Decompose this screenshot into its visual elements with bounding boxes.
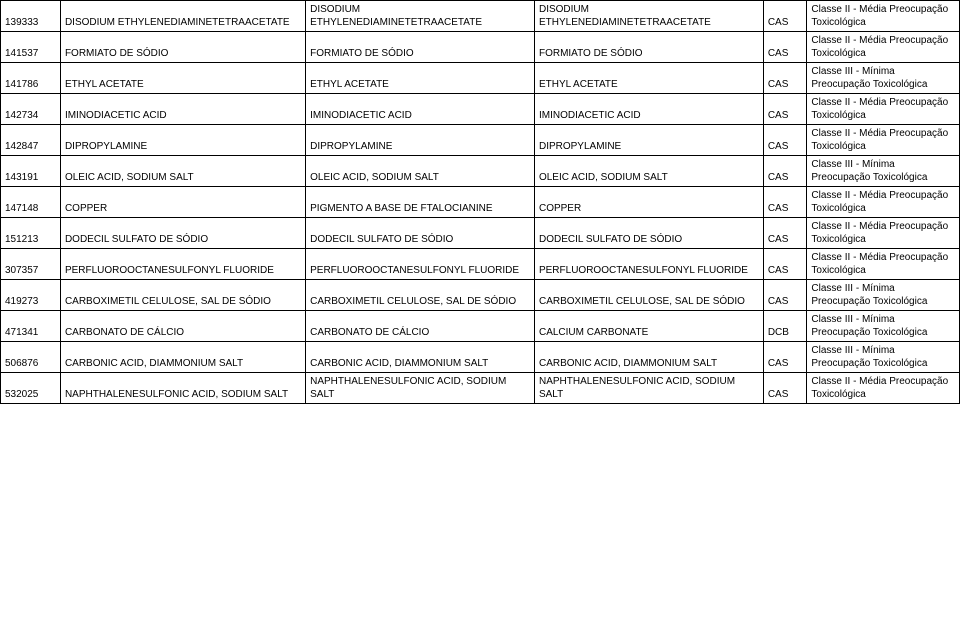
cell-class: Classe III - Mínima Preocupação Toxicoló… (807, 280, 960, 311)
cell-src: CAS (763, 94, 807, 125)
cell-src: CAS (763, 187, 807, 218)
cell-syn2: DISODIUM ETHYLENEDIAMINETETRAACETATE (534, 1, 763, 32)
cell-syn2: COPPER (534, 187, 763, 218)
cell-id: 141537 (1, 32, 61, 63)
cell-id: 151213 (1, 218, 61, 249)
cell-class: Classe III - Mínima Preocupação Toxicoló… (807, 63, 960, 94)
cell-class: Classe II - Média Preocupação Toxicológi… (807, 187, 960, 218)
cell-id: 143191 (1, 156, 61, 187)
cell-syn1: FORMIATO DE SÓDIO (306, 32, 535, 63)
cell-name: PERFLUOROOCTANESULFONYL FLUORIDE (60, 249, 305, 280)
table-row: 141786ETHYL ACETATEETHYL ACETATEETHYL AC… (1, 63, 960, 94)
cell-class: Classe II - Média Preocupação Toxicológi… (807, 125, 960, 156)
cell-syn1: CARBONATO DE CÁLCIO (306, 311, 535, 342)
cell-name: ETHYL ACETATE (60, 63, 305, 94)
cell-src: CAS (763, 342, 807, 373)
cell-syn1: IMINODIACETIC ACID (306, 94, 535, 125)
cell-class: Classe II - Média Preocupação Toxicológi… (807, 94, 960, 125)
cell-syn2: ETHYL ACETATE (534, 63, 763, 94)
table-row: 139333DISODIUM ETHYLENEDIAMINETETRAACETA… (1, 1, 960, 32)
table-row: 471341CARBONATO DE CÁLCIOCARBONATO DE CÁ… (1, 311, 960, 342)
cell-src: CAS (763, 32, 807, 63)
cell-class: Classe III - Mínima Preocupação Toxicoló… (807, 156, 960, 187)
cell-name: CARBOXIMETIL CELULOSE, SAL DE SÓDIO (60, 280, 305, 311)
table-row: 506876CARBONIC ACID, DIAMMONIUM SALTCARB… (1, 342, 960, 373)
cell-syn1: DODECIL SULFATO DE SÓDIO (306, 218, 535, 249)
cell-class: Classe II - Média Preocupação Toxicológi… (807, 249, 960, 280)
cell-class: Classe II - Média Preocupação Toxicológi… (807, 1, 960, 32)
substance-table: 139333DISODIUM ETHYLENEDIAMINETETRAACETA… (0, 0, 960, 404)
cell-name: DIPROPYLAMINE (60, 125, 305, 156)
cell-syn2: OLEIC ACID, SODIUM SALT (534, 156, 763, 187)
cell-id: 139333 (1, 1, 61, 32)
cell-syn1: PIGMENTO A BASE DE FTALOCIANINE (306, 187, 535, 218)
cell-syn1: DIPROPYLAMINE (306, 125, 535, 156)
table-row: 419273CARBOXIMETIL CELULOSE, SAL DE SÓDI… (1, 280, 960, 311)
cell-syn2: DIPROPYLAMINE (534, 125, 763, 156)
cell-class: Classe II - Média Preocupação Toxicológi… (807, 32, 960, 63)
table-row: 143191OLEIC ACID, SODIUM SALTOLEIC ACID,… (1, 156, 960, 187)
cell-src: CAS (763, 156, 807, 187)
cell-syn2: PERFLUOROOCTANESULFONYL FLUORIDE (534, 249, 763, 280)
cell-syn2: IMINODIACETIC ACID (534, 94, 763, 125)
cell-src: CAS (763, 280, 807, 311)
table-row: 151213DODECIL SULFATO DE SÓDIODODECIL SU… (1, 218, 960, 249)
table-row: 532025NAPHTHALENESULFONIC ACID, SODIUM S… (1, 373, 960, 404)
cell-id: 141786 (1, 63, 61, 94)
cell-syn1: NAPHTHALENESULFONIC ACID, SODIUM SALT (306, 373, 535, 404)
cell-name: NAPHTHALENESULFONIC ACID, SODIUM SALT (60, 373, 305, 404)
cell-name: OLEIC ACID, SODIUM SALT (60, 156, 305, 187)
cell-name: IMINODIACETIC ACID (60, 94, 305, 125)
cell-id: 532025 (1, 373, 61, 404)
cell-syn1: PERFLUOROOCTANESULFONYL FLUORIDE (306, 249, 535, 280)
cell-src: CAS (763, 218, 807, 249)
cell-syn1: CARBONIC ACID, DIAMMONIUM SALT (306, 342, 535, 373)
cell-syn1: OLEIC ACID, SODIUM SALT (306, 156, 535, 187)
cell-syn2: DODECIL SULFATO DE SÓDIO (534, 218, 763, 249)
cell-class: Classe III - Mínima Preocupação Toxicoló… (807, 311, 960, 342)
cell-name: DISODIUM ETHYLENEDIAMINETETRAACETATE (60, 1, 305, 32)
cell-id: 147148 (1, 187, 61, 218)
cell-class: Classe III - Mínima Preocupação Toxicoló… (807, 342, 960, 373)
cell-name: DODECIL SULFATO DE SÓDIO (60, 218, 305, 249)
table-row: 307357PERFLUOROOCTANESULFONYL FLUORIDEPE… (1, 249, 960, 280)
cell-syn1: CARBOXIMETIL CELULOSE, SAL DE SÓDIO (306, 280, 535, 311)
cell-src: CAS (763, 125, 807, 156)
cell-syn2: CARBOXIMETIL CELULOSE, SAL DE SÓDIO (534, 280, 763, 311)
cell-syn2: NAPHTHALENESULFONIC ACID, SODIUM SALT (534, 373, 763, 404)
cell-src: CAS (763, 249, 807, 280)
table-row: 142734IMINODIACETIC ACIDIMINODIACETIC AC… (1, 94, 960, 125)
cell-id: 142847 (1, 125, 61, 156)
table-row: 147148COPPERPIGMENTO A BASE DE FTALOCIAN… (1, 187, 960, 218)
cell-src: DCB (763, 311, 807, 342)
cell-id: 506876 (1, 342, 61, 373)
cell-syn1: DISODIUM ETHYLENEDIAMINETETRAACETATE (306, 1, 535, 32)
cell-src: CAS (763, 373, 807, 404)
cell-class: Classe II - Média Preocupação Toxicológi… (807, 373, 960, 404)
cell-name: CARBONIC ACID, DIAMMONIUM SALT (60, 342, 305, 373)
cell-id: 471341 (1, 311, 61, 342)
cell-id: 307357 (1, 249, 61, 280)
cell-src: CAS (763, 63, 807, 94)
cell-id: 142734 (1, 94, 61, 125)
cell-syn2: FORMIATO DE SÓDIO (534, 32, 763, 63)
cell-src: CAS (763, 1, 807, 32)
cell-syn2: CARBONIC ACID, DIAMMONIUM SALT (534, 342, 763, 373)
cell-name: COPPER (60, 187, 305, 218)
cell-name: CARBONATO DE CÁLCIO (60, 311, 305, 342)
cell-id: 419273 (1, 280, 61, 311)
table-row: 142847DIPROPYLAMINEDIPROPYLAMINEDIPROPYL… (1, 125, 960, 156)
cell-class: Classe II - Média Preocupação Toxicológi… (807, 218, 960, 249)
cell-syn2: CALCIUM CARBONATE (534, 311, 763, 342)
cell-syn1: ETHYL ACETATE (306, 63, 535, 94)
table-row: 141537FORMIATO DE SÓDIOFORMIATO DE SÓDIO… (1, 32, 960, 63)
cell-name: FORMIATO DE SÓDIO (60, 32, 305, 63)
